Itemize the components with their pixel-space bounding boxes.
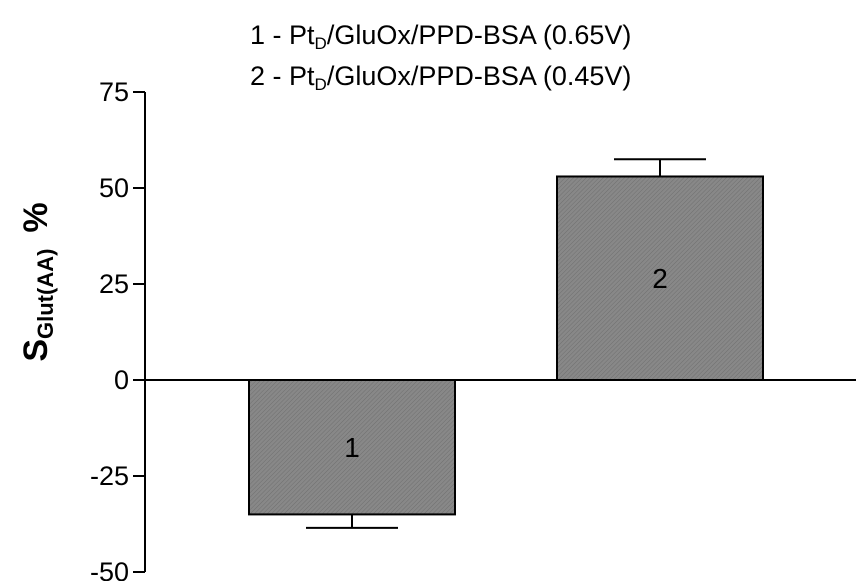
legend-entry-2-prefix: 2 - Pt: [250, 61, 315, 91]
legend-entry-2-sub: D: [314, 75, 327, 94]
y-tick-label: 0: [114, 365, 129, 395]
legend-entry-2: 2 - PtD/GluOx/PPD-BSA (0.45V): [250, 61, 750, 95]
legend-entry-1-sub: D: [314, 34, 327, 53]
y-tick-label: -25: [90, 461, 129, 491]
legend-entry-2-rest: /GluOx/PPD-BSA (0.45V): [326, 61, 632, 91]
legend-entry-1-rest: /GluOx/PPD-BSA (0.65V): [326, 20, 632, 50]
legend-entry-1: 1 - PtD/GluOx/PPD-BSA (0.65V): [250, 20, 750, 54]
legend-entry-1-prefix: 1 - Pt: [250, 20, 315, 50]
y-tick-label: 50: [99, 173, 129, 203]
bar-1: [248, 379, 456, 516]
bar-label-2: 2: [652, 263, 668, 294]
y-tick-label: 75: [99, 77, 129, 107]
y-tick-label: -50: [90, 557, 129, 581]
bars: 12: [248, 158, 764, 529]
y-tick-label: 25: [99, 269, 129, 299]
bar-label-1: 1: [344, 432, 360, 463]
bar-2: [556, 175, 764, 381]
